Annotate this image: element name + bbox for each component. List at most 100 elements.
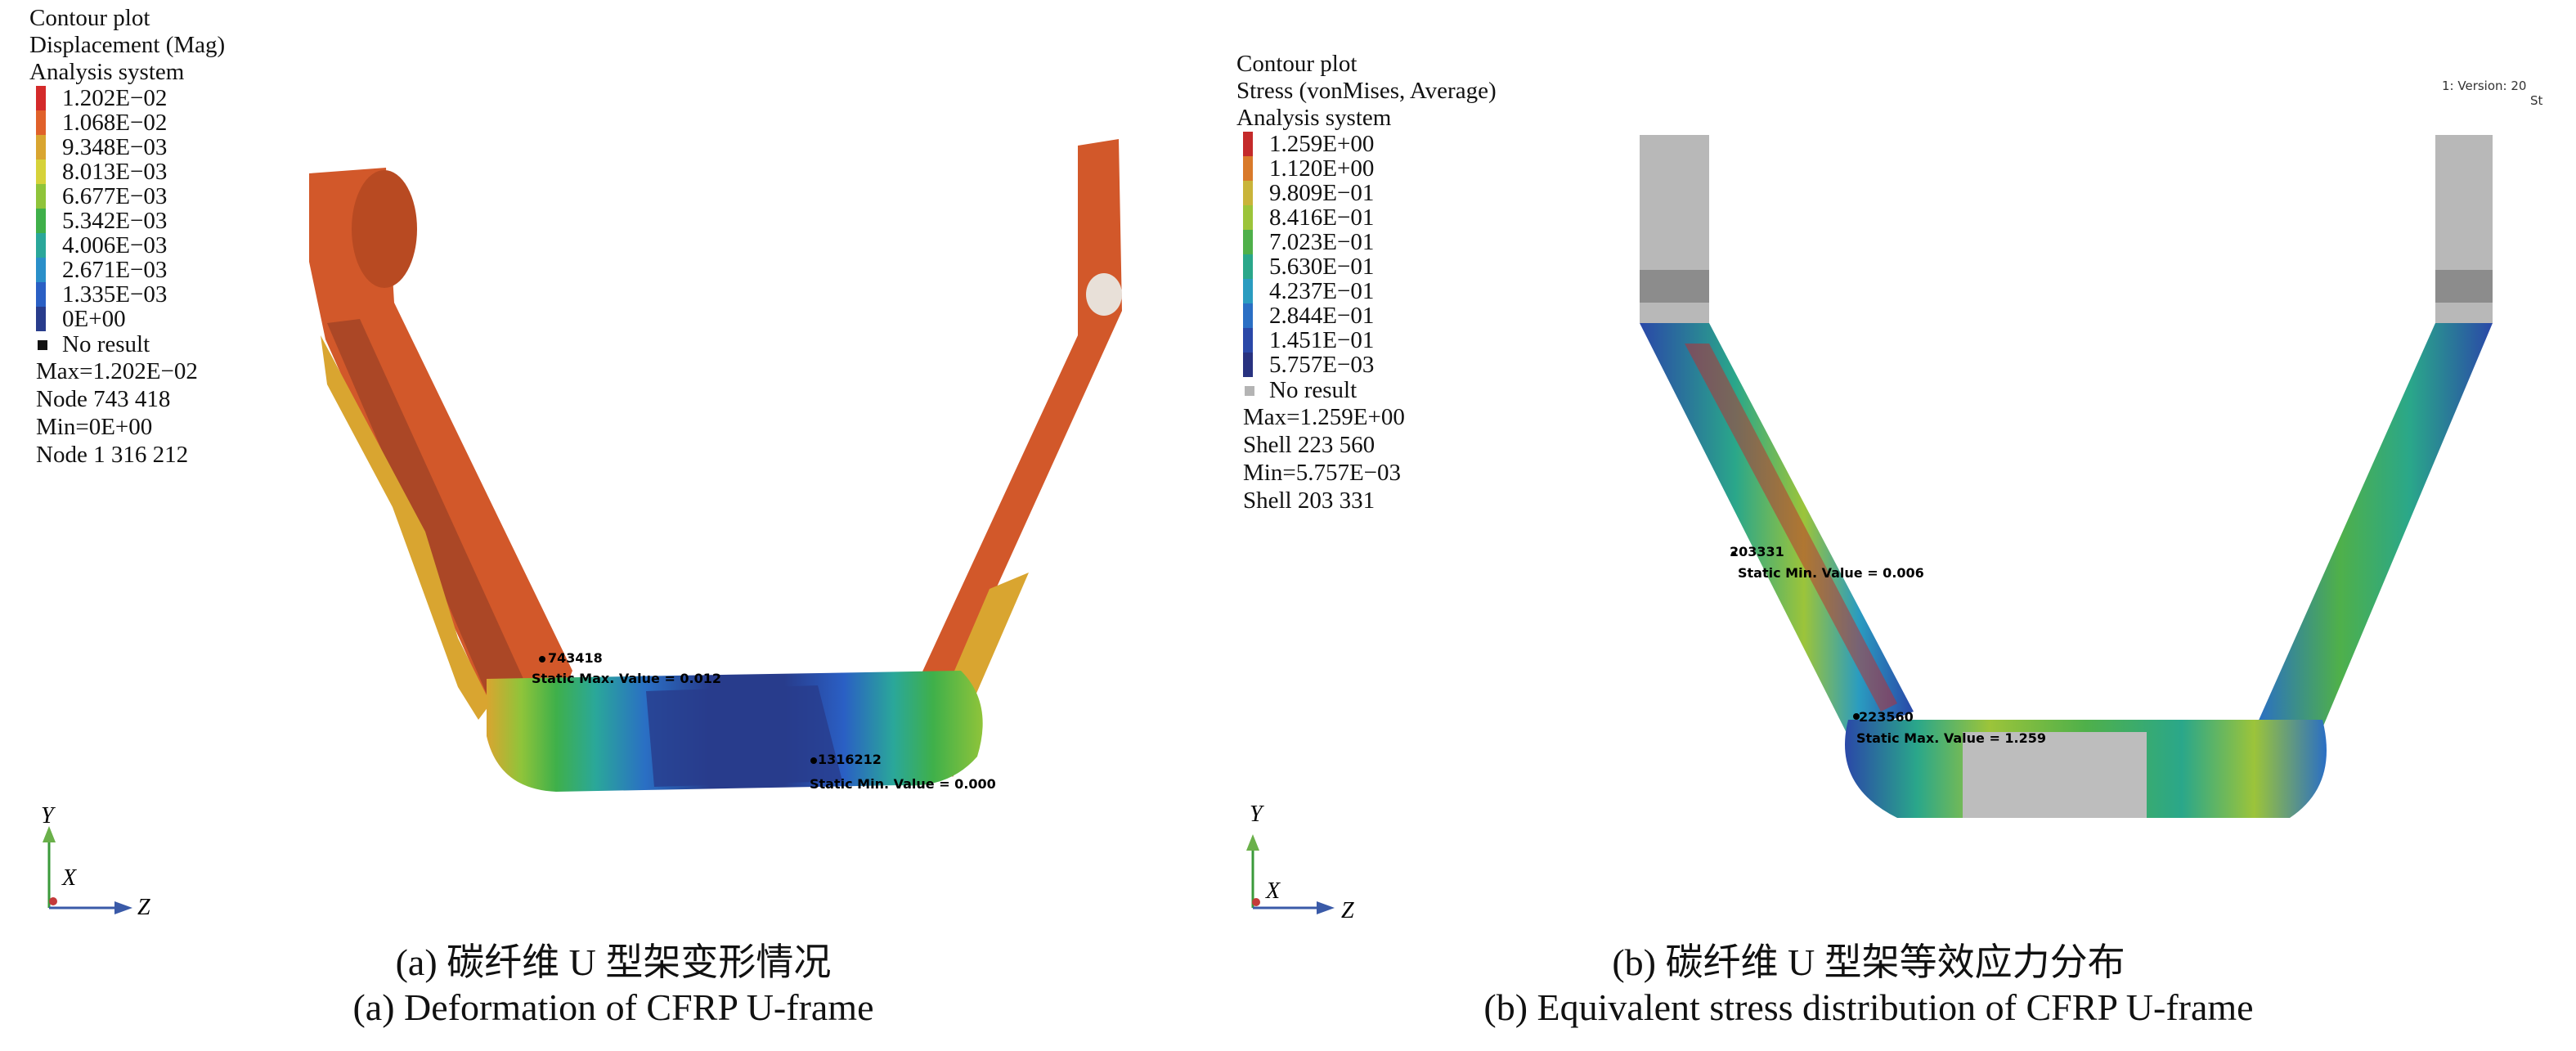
scale-entry: 1.451E−01 [1236,328,1497,353]
scale-label: 1.451E−01 [1269,327,1375,353]
x-axis-label: X [1265,878,1281,904]
scale-swatch [1243,132,1253,156]
min-node-marker [1731,551,1736,556]
legend-header-line: Analysis system [29,59,185,85]
scale-label: 1.259E+00 [1269,131,1375,157]
scale-entry: 0E+00 [29,307,225,331]
scale-label: 5.630E−01 [1269,254,1375,280]
scale-swatch [1243,254,1253,279]
z-axis-label: Z [137,895,150,920]
scale-entry: 1.335E−03 [29,282,225,307]
min-node-label: 1316212 [818,752,882,767]
legend-header: Contour plot Stress (vonMises, Average) … [1236,51,1497,132]
version-line: 1: Version: 20 [2442,79,2527,93]
version-line: St [2530,93,2543,108]
caption-chinese: (b) 碳纤维 U 型架等效应力分布 [1612,941,2125,983]
y-axis-label: Y [41,803,56,829]
scale-entry: 5.630E−01 [1236,254,1497,279]
max-shell-text: Shell 223 560 [1243,432,1376,458]
max-value-label: Static Max. Value = 1.259 [1856,730,2046,746]
u-frame-stress-model: 203331 Static Min. Value = 0.006 223560 … [1246,135,2493,923]
right-bracket-hole [1086,273,1122,316]
scale-swatch [36,307,46,331]
scale-entry: 8.013E−03 [29,159,225,184]
scale-swatch [1243,303,1253,328]
scale-entry: 9.809E−01 [1236,181,1497,205]
scale-entry: 9.348E−03 [29,135,225,159]
scale-entry: 1.259E+00 [1236,132,1497,156]
scale-entry: 4.237E−01 [1236,279,1497,303]
scale-label: 1.202E−02 [62,85,168,111]
scale-entry: 6.677E−03 [29,184,225,209]
min-value-text: Min=5.757E−03 [1243,460,1402,486]
scale-entry: 4.006E−03 [29,233,225,258]
no-result-swatch [1245,386,1254,396]
scale-swatch [36,282,46,307]
color-scale: 1.202E−02 1.068E−02 9.348E−03 8.013E−03 6.67… [29,86,225,331]
scale-entry: 1.068E−02 [29,110,225,135]
max-value-text: Max=1.259E+00 [1243,404,1405,430]
scale-swatch [36,159,46,184]
caption-english: (a) Deformation of CFRP U-frame [352,986,874,1028]
max-value-label: Static Max. Value = 0.012 [532,671,721,686]
legend-header: Contour plot Displacement (Mag) Analysis… [29,5,225,86]
left-bracket-shade [1640,270,1709,303]
scale-swatch [1243,230,1253,254]
scale-swatch [36,209,46,233]
bottom-center-clamp [1963,732,2147,818]
scale-swatch [1243,279,1253,303]
no-result-label: No result [1269,377,1358,403]
scale-label: 8.013E−03 [62,159,168,185]
x-axis-label: X [61,865,77,891]
caption-chinese: (a) 碳纤维 U 型架变形情况 [395,941,832,983]
panel-stress: Contour plot Stress (vonMises, Average) … [1227,0,2576,1051]
z-axis-label: Z [1341,898,1354,923]
min-shell-text: Shell 203 331 [1243,487,1376,514]
legend-stats: Max=1.259E+00 Shell 223 560 Min=5.757E−0… [1236,403,1497,514]
scale-entry: 7.023E−01 [1236,230,1497,254]
legend-header-line: Analysis system [1236,105,1392,131]
min-node-label: 203331 [1730,544,1784,559]
version-text: 1: Version: 20 St [2442,79,2542,108]
bottom-minimum-zone [646,685,842,787]
min-value-text: Min=0E+00 [36,414,153,440]
scale-label: 7.023E−01 [1269,229,1375,255]
scale-entry: 2.671E−03 [29,258,225,282]
scale-label: 2.671E−03 [62,257,168,283]
scale-swatch [36,233,46,258]
scale-label: 1.120E+00 [1269,155,1375,182]
scale-label: 2.844E−01 [1269,303,1375,329]
scale-swatch [36,135,46,159]
no-result-entry: No result [29,331,225,357]
scale-entry: 5.342E−03 [29,209,225,233]
u-frame-displacement-model: 743418 Static Max. Value = 0.012 1316212… [41,139,1122,920]
left-arm-shadow [327,319,523,703]
scale-swatch [1243,205,1253,230]
scale-label: 1.068E−02 [62,110,168,136]
scale-swatch [1243,353,1253,377]
displacement-legend: Contour plot Displacement (Mag) Analysis… [29,5,225,469]
scale-swatch [36,184,46,209]
scale-label: 6.677E−03 [62,183,168,209]
max-node-label: 743418 [548,650,603,666]
scale-label: 4.237E−01 [1269,278,1375,304]
right-arm-surface [2257,323,2493,728]
scale-label: 9.809E−01 [1269,180,1375,206]
right-bracket-shade [2435,270,2493,303]
scale-swatch [36,258,46,282]
scale-swatch [1243,328,1253,353]
legend-header-line: Displacement (Mag) [29,32,226,58]
min-node-marker [810,757,817,764]
scale-entry: 1.120E+00 [1236,156,1497,181]
legend-header-line: Contour plot [29,5,150,31]
legend-header-line: Contour plot [1236,51,1358,77]
left-arm-stress-band [1685,344,1897,712]
max-node-marker [539,656,545,662]
scale-label: 4.006E−03 [62,232,168,258]
scale-entry: 8.416E−01 [1236,205,1497,230]
scale-entry: 2.844E−01 [1236,303,1497,328]
scale-label: 9.348E−03 [62,134,168,160]
left-bracket-hole [352,170,417,288]
left-arm-surface [309,168,572,736]
max-value-text: Max=1.202E−02 [36,358,198,384]
